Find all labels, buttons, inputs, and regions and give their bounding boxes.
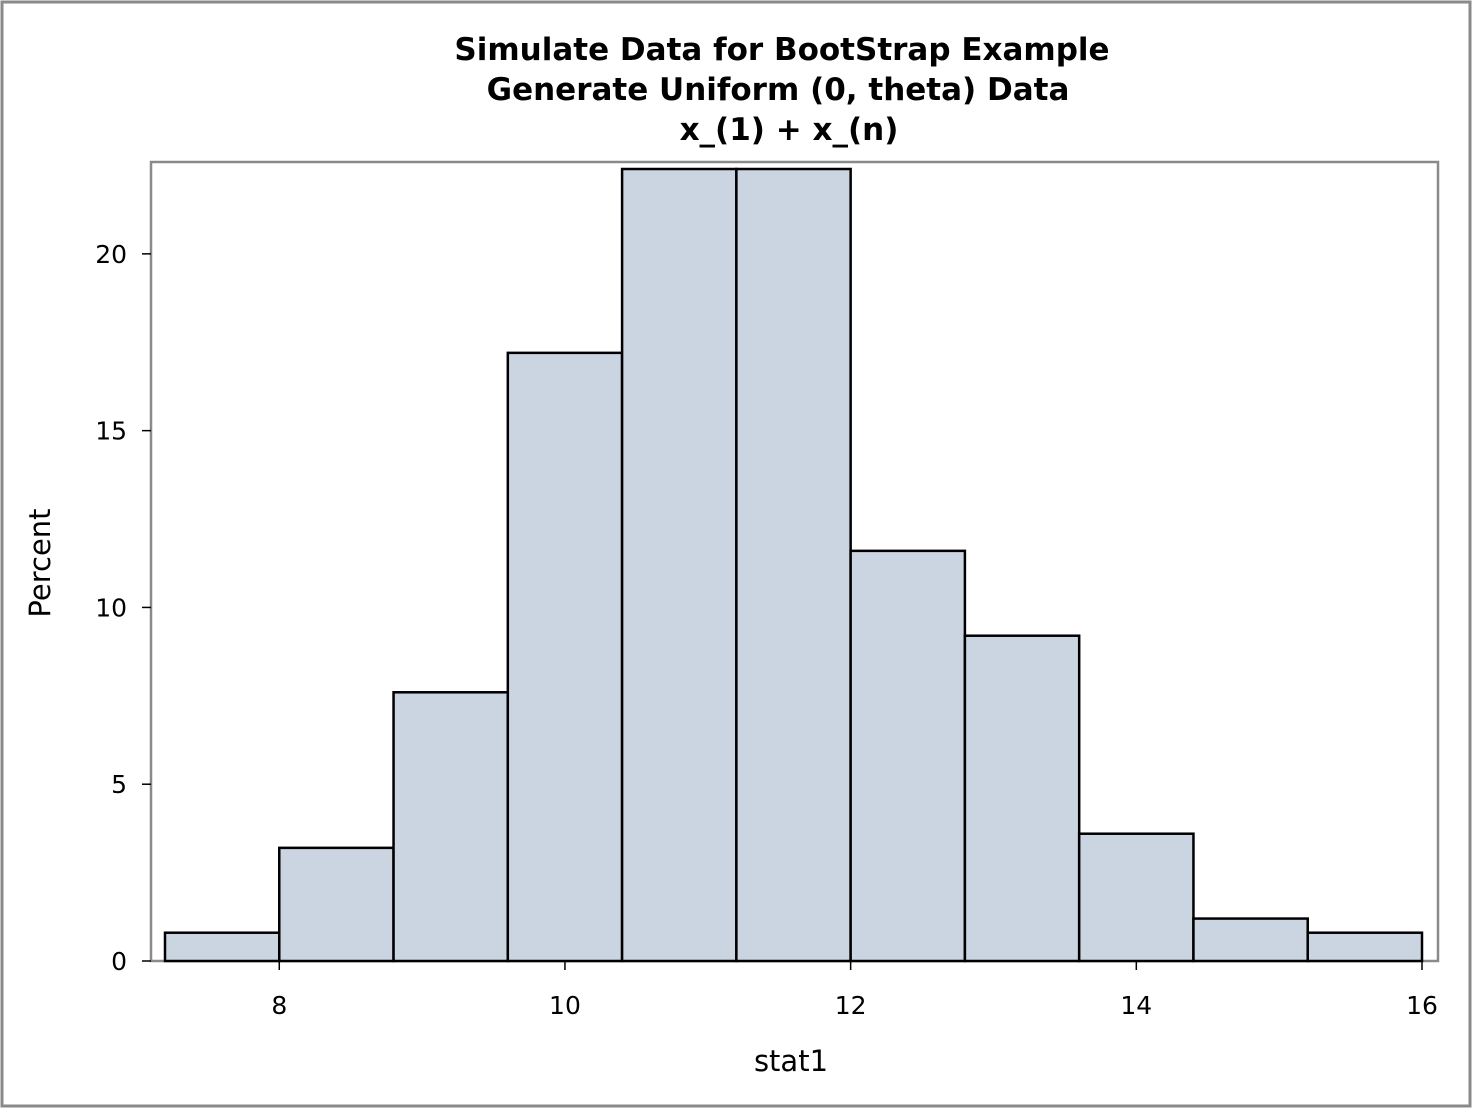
histogram-bar-10 bbox=[1306, 931, 1424, 963]
chart-subtitle-2: x_(1) + x_(n) bbox=[680, 112, 899, 148]
histogram-bar-7 bbox=[963, 634, 1081, 963]
histogram-bar-8 bbox=[1077, 832, 1195, 963]
y-tick-label-2: 10 bbox=[95, 593, 127, 622]
histogram-bar-5 bbox=[735, 167, 852, 963]
histogram-bar-4 bbox=[620, 167, 738, 963]
histogram-bar-3 bbox=[506, 351, 624, 963]
histogram-bar-1 bbox=[278, 846, 395, 963]
y-tick-label-4: 20 bbox=[95, 240, 127, 269]
x-tick-label-1: 10 bbox=[549, 991, 581, 1020]
histogram-bar-6 bbox=[849, 549, 967, 963]
histogram-bar-0 bbox=[163, 931, 281, 963]
y-tick-label-0: 0 bbox=[111, 947, 127, 976]
axes: 8 10 12 14 16 0 5 10 15 20 bbox=[95, 240, 1438, 1020]
histogram-bar-2 bbox=[392, 691, 510, 963]
x-tick-label-0: 8 bbox=[271, 991, 287, 1020]
y-tick-label-1: 5 bbox=[111, 770, 127, 799]
chart-title: Simulate Data for BootStrap Example bbox=[454, 32, 1109, 68]
x-tick-label-3: 14 bbox=[1120, 991, 1152, 1020]
histogram-bars bbox=[163, 167, 1424, 963]
y-axis-label: Percent bbox=[23, 508, 57, 617]
histogram-bar-9 bbox=[1192, 917, 1309, 963]
chart-subtitle-1: Generate Uniform (0, theta) Data bbox=[487, 72, 1070, 108]
x-tick-label-4: 16 bbox=[1406, 991, 1438, 1020]
y-tick-label-3: 15 bbox=[95, 417, 127, 446]
x-tick-label-2: 12 bbox=[835, 991, 867, 1020]
x-axis-label: stat1 bbox=[754, 1044, 828, 1078]
